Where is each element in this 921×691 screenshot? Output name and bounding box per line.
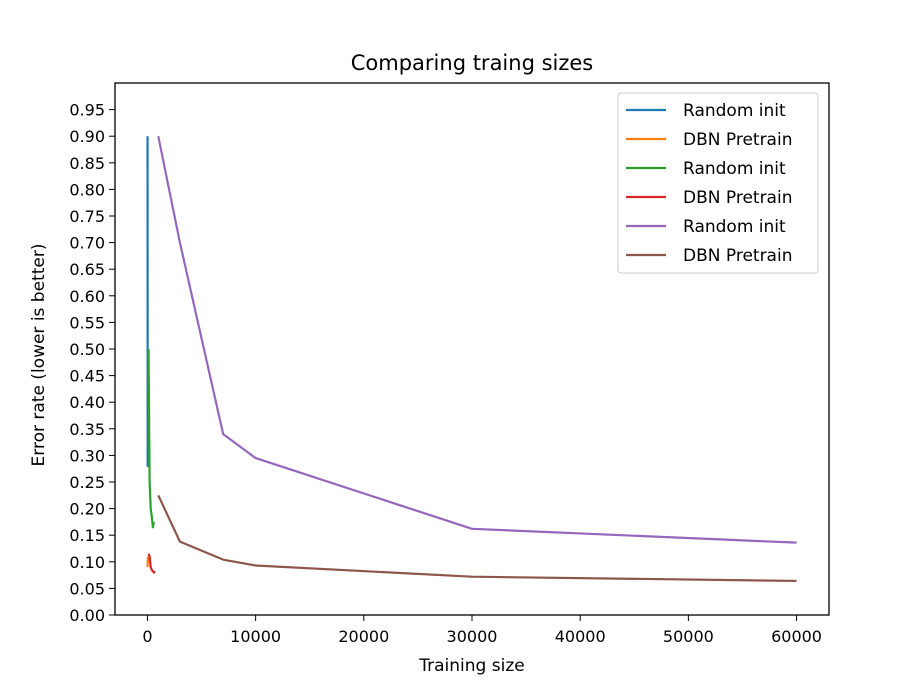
y-tick-label: 0.10 xyxy=(69,553,105,572)
chart-title: Comparing traing sizes xyxy=(351,51,594,75)
y-tick-label: 0.15 xyxy=(69,526,105,545)
x-tick-label: 20000 xyxy=(338,627,389,646)
y-tick-label: 0.85 xyxy=(69,154,105,173)
series-line-5 xyxy=(157,135,797,544)
y-tick-label: 0.95 xyxy=(69,101,105,120)
legend-label-5: Random init xyxy=(683,217,786,237)
y-tick-label: 0.25 xyxy=(69,473,105,492)
legend-label-6: DBN Pretrain xyxy=(683,246,792,266)
series-line-3 xyxy=(147,348,156,529)
y-tick-label: 0.20 xyxy=(69,500,105,519)
y-tick-label: 0.55 xyxy=(69,313,105,332)
y-tick-label: 0.65 xyxy=(69,260,105,279)
x-tick-label: 40000 xyxy=(555,627,606,646)
x-tick-label: 30000 xyxy=(447,627,498,646)
x-axis-label: Training size xyxy=(418,656,524,676)
series-line-6 xyxy=(157,494,797,583)
x-tick-label: 50000 xyxy=(663,627,714,646)
series-line-4 xyxy=(147,553,156,574)
x-tick-label: 10000 xyxy=(230,627,281,646)
y-tick-label: 0.45 xyxy=(69,367,105,386)
y-tick-label: 0.05 xyxy=(69,579,105,598)
legend-label-3: Random init xyxy=(683,159,786,179)
y-tick-label: 0.75 xyxy=(69,207,105,226)
x-tick-label: 60000 xyxy=(771,627,822,646)
y-tick-label: 0.35 xyxy=(69,420,105,439)
y-tick-label: 0.00 xyxy=(69,606,105,625)
series-lines xyxy=(146,135,797,583)
legend-box xyxy=(617,92,819,274)
y-tick-label: 0.50 xyxy=(69,340,105,359)
y-tick-label: 0.70 xyxy=(69,234,105,253)
y-axis-ticks: 0.00 0.05 0.10 0.15 0.20 0.25 0.30 0.35 0.40 0.45… xyxy=(69,101,115,625)
legend-label-1: Random init xyxy=(683,101,786,121)
legend-label-2: DBN Pretrain xyxy=(683,130,792,150)
y-tick-label: 0.40 xyxy=(69,393,105,412)
plot-frame xyxy=(114,82,830,616)
y-tick-label: 0.80 xyxy=(69,180,105,199)
legend: Random init DBN Pretrain Random init DBN Pr… xyxy=(617,92,819,274)
y-tick-label: 0.60 xyxy=(69,287,105,306)
y-tick-label: 0.30 xyxy=(69,446,105,465)
y-axis-label: Error rate (lower is better) xyxy=(29,244,49,467)
x-axis-ticks: 0 10000 20000 30000 40000 50000 60000 xyxy=(142,615,822,646)
x-tick-label: 0 xyxy=(142,627,152,646)
y-tick-label: 0.90 xyxy=(69,127,105,146)
legend-label-4: DBN Pretrain xyxy=(683,188,792,208)
